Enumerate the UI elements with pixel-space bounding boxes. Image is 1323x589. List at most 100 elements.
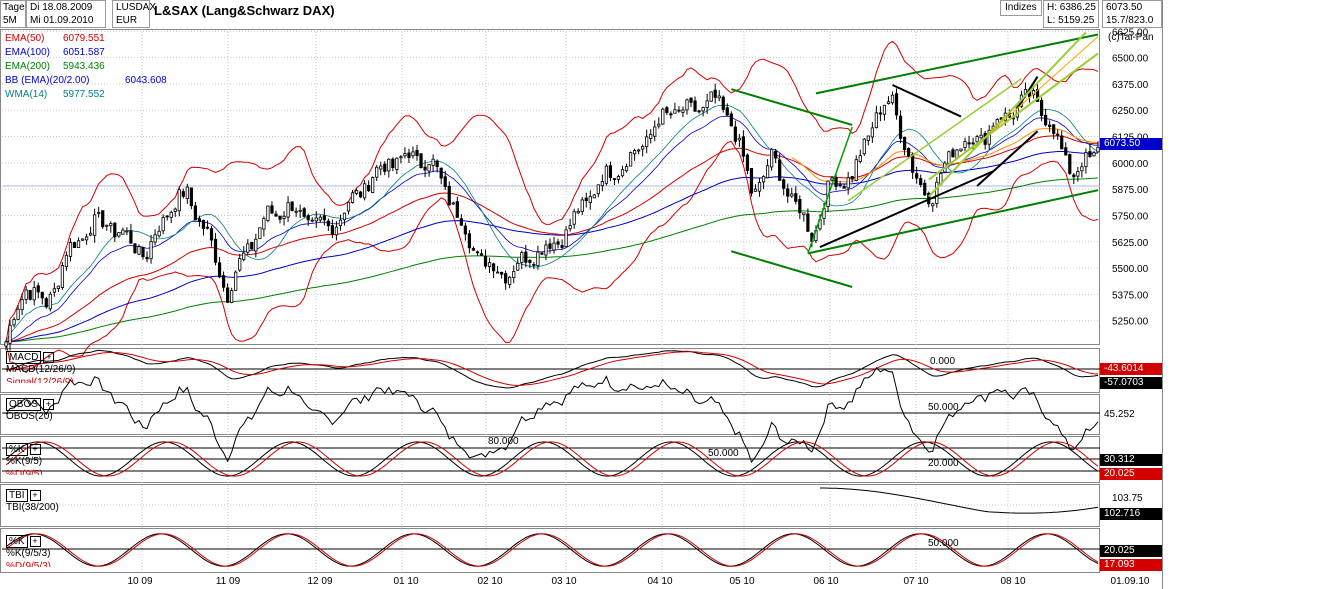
candle-body [483,256,488,267]
candle-body [435,160,439,168]
candle-body [157,230,161,237]
trendline-wedge-lower [807,189,1099,255]
candle-body [97,211,101,214]
obos-box[interactable]: OBOS [6,398,41,411]
y-tick-label: 5375.00 [1112,290,1149,301]
x-tick-label: 10 09 [127,576,152,587]
trendline-steep [807,126,853,254]
candle-body [568,225,572,230]
candle-body [427,164,431,172]
macd-signal-tag: -57.0703 [1100,377,1162,389]
stoch2-d-label: %D(9/5/3) [6,561,52,567]
candle-body [919,178,923,186]
candle-body [1064,147,1068,156]
candle-body [794,193,798,202]
candle-body [76,240,81,249]
candle-body [846,177,850,189]
candle-body [641,146,645,150]
panel-frame-1 [0,348,1100,393]
obos-expand-icon[interactable]: + [42,398,54,410]
candle-body [608,165,613,179]
candle-body [4,341,8,347]
macd-expand-icon[interactable]: + [43,351,55,363]
candle-body [552,242,556,251]
x-tick-label: 02 10 [477,576,502,587]
candle-body [226,287,230,303]
date-range-box[interactable]: Di 18.08.2009 Mi 01.09.2010 [26,0,106,28]
stoch-expand-icon[interactable]: + [29,443,41,455]
y-tick-label: 5750.00 [1112,211,1149,222]
candle-body [173,208,177,212]
panel-frame-4 [0,484,1100,527]
candle-body [834,177,838,187]
x-tick-label: 12 09 [307,576,332,587]
candle-body [778,159,782,181]
candle-body [528,260,532,263]
candle-body [278,215,282,220]
chart-canvas[interactable]: 6625.006500.006375.006250.006125.006000.… [0,0,1162,589]
candle-body [616,176,621,180]
candle-body [234,271,238,291]
candle-body [12,319,16,326]
candle-body [612,178,617,180]
candle-body [431,158,435,166]
candle-body [326,220,330,227]
candle-body [258,227,262,240]
panel-frame-2 [0,394,1100,435]
bb-mid-line [5,115,1099,343]
candle-body [520,252,524,263]
candle-body [564,229,568,248]
candle-body [620,169,625,177]
copyright-label: (c)Tai-Pan [1108,32,1154,43]
candle-body [709,91,713,102]
candle-body [93,214,97,236]
macd-signal-label: Signal(12/26/9) [6,377,74,383]
candle-body [40,291,44,299]
candle-body [536,251,540,266]
y-tick-label: 6375.00 [1112,80,1149,91]
candle-body [745,154,750,171]
trendline-black-3 [976,130,1039,187]
instrument-code: LUSDAX [116,2,157,13]
stoch2-d-line [5,533,1099,567]
candle-body [415,149,419,157]
date-from: Di 18.08.2009 [30,2,93,13]
stoch-ref-mid: 50.000 [708,448,739,459]
tbi-expand-icon[interactable]: + [29,489,41,501]
candle-body [584,197,588,202]
candle-body [544,244,548,256]
candle-body [286,202,290,218]
obos-tag: 45.252 [1100,409,1162,421]
candle-body [342,212,347,221]
candle-body [354,190,359,194]
candle-body [770,148,774,168]
instrument-box[interactable]: LUSDAX EUR [112,0,157,28]
candle-body [217,262,222,278]
candle-body [246,243,250,253]
stoch2-expand-icon[interactable]: + [29,535,41,547]
candle-body [1092,152,1096,157]
candle-body [379,165,383,170]
candle-body [262,218,266,230]
candle-body [387,158,391,172]
candle-body [628,152,633,167]
candle-body [765,165,770,179]
timeframe-box[interactable]: Tage 5M [0,0,26,28]
candle-body [866,135,870,141]
stoch-box[interactable]: %K [6,443,28,456]
candle-body [487,262,492,267]
candle-body [979,134,983,139]
candle-body [209,228,214,241]
index-box[interactable]: Indizes [1000,0,1042,16]
stoch2-box[interactable]: %K [6,535,28,548]
currency: EUR [116,15,138,26]
candle-body [677,109,681,112]
y-tick-label: 5875.00 [1112,185,1149,196]
candle-body [383,163,387,172]
tbi-box[interactable]: TBI [6,489,28,502]
x-tick-label: 04 10 [647,576,672,587]
macd-box[interactable]: MACD [6,351,42,364]
candle-body [1068,154,1072,174]
panel-frame-0 [0,29,1100,345]
candle-body [923,182,927,196]
